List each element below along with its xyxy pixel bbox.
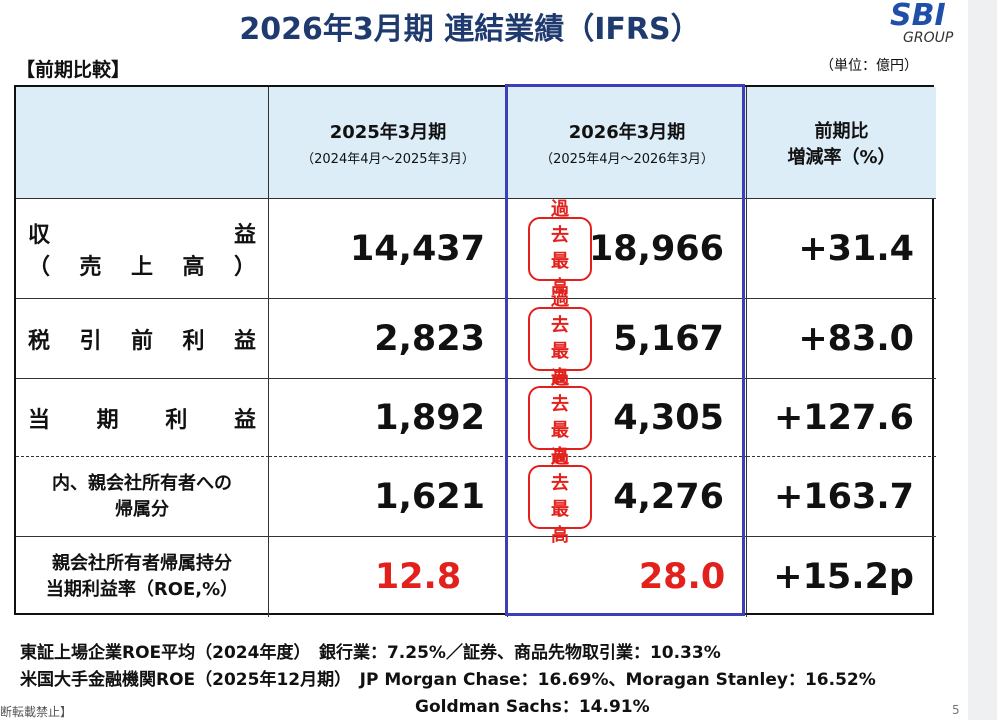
row-label-line: 帰属分 <box>115 498 169 520</box>
logo: SBI <box>890 0 946 33</box>
row-label: 親会社所有者帰属持分 当期利益率（ROE,%） <box>16 537 269 617</box>
column-subtitle: （2025年4月～2026年3月） <box>540 152 714 167</box>
section-label: 【前期比較】 <box>16 59 131 81</box>
prior-value: 14,437 <box>269 199 508 299</box>
row-label-line: 収益 <box>28 222 256 248</box>
side-strip <box>968 0 997 720</box>
column-title: 2025年3月期 <box>329 122 447 143</box>
title: 2026年3月期 連結業績（IFRS） <box>239 12 701 47</box>
header-cell: 前期比増減率（%） <box>747 87 936 199</box>
note: 米国大手金融機関ROE（2025年12月期） JP Morgan Chase：1… <box>20 670 876 690</box>
current-value: 4,276 過去最高 <box>508 447 747 546</box>
change-value: +15.2p <box>773 557 914 597</box>
note: 東証上場企業ROE平均（2024年度） 銀行業：7.25%／証券、商品先物取引業… <box>20 643 721 663</box>
footer: 断転載禁止】 <box>0 705 73 719</box>
change-value: +127.6 <box>747 379 936 457</box>
current-value: 4,305 過去最高 <box>508 368 747 467</box>
logo-subtitle: GROUP <box>903 30 954 46</box>
change-value: +83.0 <box>747 299 936 379</box>
prior-value: 1,621 <box>269 457 508 537</box>
row-label: 収益 （売上高） <box>16 199 269 299</box>
row-label-line: 内、親会社所有者への <box>52 472 232 494</box>
header-cell: 2025年3月期 （2024年4月～2025年3月） <box>269 87 508 199</box>
unit-label: （単位：億円） <box>820 58 918 74</box>
row-label-line: 税引前利益 <box>28 328 256 354</box>
change-value: +31.4 <box>747 199 936 299</box>
header-cell <box>16 87 269 199</box>
column-title: 前期比 <box>814 120 869 142</box>
prior-value: 1,892 <box>269 379 508 457</box>
column-title: 2026年3月期 <box>568 122 686 143</box>
current-value: 28.0 <box>508 537 747 617</box>
row-label-line: 親会社所有者帰属持分 <box>52 553 232 574</box>
page-number: 5 <box>952 703 960 717</box>
results-table: 2025年3月期 （2024年4月～2025年3月） 2026年3月期 （2025年4… <box>14 85 936 617</box>
row-label-line: 当期利益率（ROE,%） <box>45 579 239 600</box>
row-label-line: （売上高） <box>28 254 256 280</box>
current-period-highlight <box>505 84 745 616</box>
header-cell: 2026年3月期 （2025年4月～2026年3月） <box>508 87 747 199</box>
row-label: 当期利益 <box>16 379 269 457</box>
note: Goldman Sachs：14.91% <box>415 697 650 717</box>
prior-value: 12.8 <box>269 537 508 617</box>
prior-value: 2,823 <box>269 299 508 379</box>
row-label-line: 当期利益 <box>28 407 256 433</box>
row-label: 内、親会社所有者への 帰属分 <box>16 457 269 537</box>
column-subtitle: （2024年4月～2025年3月） <box>301 152 475 167</box>
column-subtitle: 増減率（%） <box>787 146 896 168</box>
current-value: 18,966 過去最高 <box>508 199 747 299</box>
row-label: 税引前利益 <box>16 299 269 379</box>
change-value: +163.7 <box>747 457 936 537</box>
